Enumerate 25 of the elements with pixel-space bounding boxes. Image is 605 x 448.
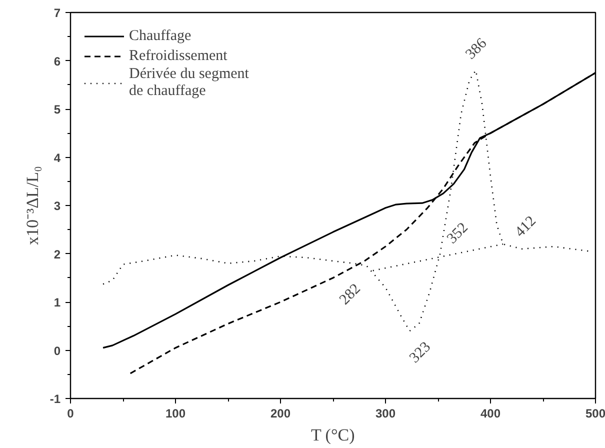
x-tick-label: 0 <box>67 406 74 420</box>
x-tick-label: 500 <box>585 406 605 420</box>
legend-label: Refroidissement <box>129 48 228 64</box>
x-tick-label: 200 <box>270 406 291 420</box>
y-tick-label: 3 <box>54 199 61 213</box>
y-tick-label: 7 <box>54 6 61 20</box>
legend-label: Dérivée du segment de chauffage <box>129 66 249 100</box>
y-axis-title: x10⁻³ΔL/L₀ <box>22 166 42 245</box>
y-tick-label: 6 <box>54 54 61 68</box>
annotation: 412 <box>512 213 540 240</box>
x-tick-label: 400 <box>480 406 501 420</box>
y-tick-label: -1 <box>50 392 61 406</box>
y-tick-label: 2 <box>54 247 61 262</box>
legend-label: Chauffage <box>129 28 192 44</box>
y-tick-label: 0 <box>54 344 61 358</box>
x-tick-label: 100 <box>165 406 186 420</box>
annotation: 323 <box>406 339 434 366</box>
y-tick-label: 4 <box>54 150 61 165</box>
annotation: 282 <box>336 280 364 308</box>
x-tick-label: 300 <box>375 406 396 420</box>
annotation: 352 <box>444 220 472 248</box>
y-tick-label: 1 <box>54 296 61 310</box>
annotation: 386 <box>462 35 490 63</box>
x-axis-title: T (°C) <box>310 426 355 444</box>
y-tick-label: 5 <box>54 102 61 116</box>
